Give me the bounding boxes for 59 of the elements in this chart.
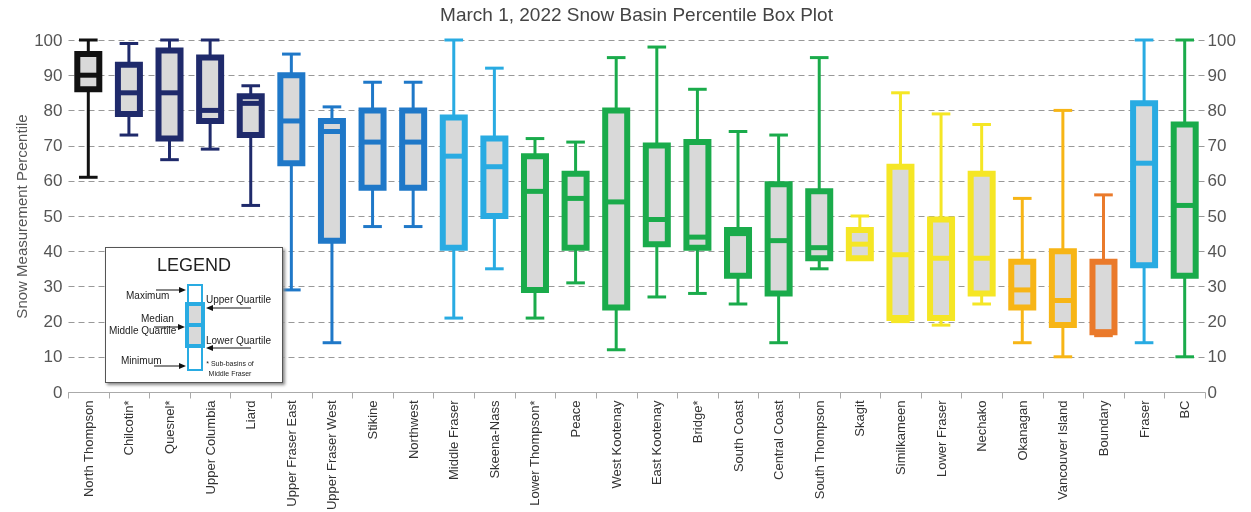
x-tick-label: Bridge* — [689, 400, 705, 444]
y-tick-label: 10 — [43, 347, 63, 367]
y-tick-label: 50 — [43, 206, 63, 226]
x-tick-label: Peace — [568, 400, 584, 438]
y-tick-label: 20 — [43, 312, 63, 332]
x-tick-label: West Kootenay — [608, 400, 624, 489]
x-tick-label: Northwest — [405, 400, 421, 460]
y2-tick-label: 30 — [1207, 276, 1227, 296]
x-tick-label: South Coast — [730, 400, 746, 473]
x-tick-label: Upper Fraser West — [324, 400, 340, 511]
annotation: Middle Quartile — [109, 325, 177, 336]
y-tick-label: 90 — [43, 65, 63, 85]
annotation: LEGEND — [156, 255, 232, 275]
y2-tick-label: 10 — [1207, 347, 1227, 367]
y-tick-label: 30 — [43, 276, 63, 296]
x-tick-label: Skagit — [852, 400, 868, 437]
y-tick-label: 80 — [43, 100, 63, 120]
x-tick-label: Chilcotin* — [121, 400, 137, 456]
x-tick-label: East Kootenay — [649, 400, 665, 486]
x-tick-label: Fraser — [1136, 399, 1152, 439]
y-tick-label: 70 — [43, 136, 63, 156]
y-axis-title: Snow Measurement Percentile — [13, 114, 31, 319]
x-tick-label: Skeena-Nass — [486, 400, 502, 479]
chart-title: March 1, 2022 Snow Basin Percentile Box Plot — [440, 4, 834, 25]
y-tick-label: 100 — [34, 30, 63, 50]
y2-tick-label: 80 — [1207, 100, 1227, 120]
x-tick-label: Upper Columbia — [202, 399, 218, 495]
x-tick-label: Liard — [243, 400, 259, 430]
y-tick-label: 0 — [53, 382, 63, 402]
x-tick-label: Vancouver Island — [1055, 400, 1071, 500]
y2-tick-label: 60 — [1207, 171, 1227, 191]
x-tick-label: Stikine — [365, 400, 381, 440]
x-tick-label: Middle Fraser — [446, 399, 462, 480]
x-tick-label: South Thompson — [811, 400, 827, 500]
x-tick-label: Okanagan — [1014, 400, 1030, 461]
annotation: Lower Quartile — [206, 335, 272, 346]
y2-tick-label: 100 — [1207, 30, 1236, 50]
x-tick-label: Upper Fraser East — [283, 400, 299, 507]
x-tick-label: North Thompson — [80, 400, 96, 498]
annotation: Minimum — [121, 355, 162, 366]
y2-tick-label: 90 — [1207, 65, 1227, 85]
y-tick-label: 40 — [43, 241, 63, 261]
x-tick-label: Central Coast — [771, 400, 787, 480]
annotation: Median — [141, 313, 174, 324]
y2-tick-label: 20 — [1207, 312, 1227, 332]
x-tick-label: Boundary — [1095, 400, 1111, 457]
x-tick-label: Quesnel* — [162, 400, 178, 454]
y-tick-label: 60 — [43, 171, 63, 191]
x-tick-label: Lower Fraser — [933, 399, 949, 478]
y2-tick-label: 50 — [1207, 206, 1227, 226]
y2-tick-label: 70 — [1207, 136, 1227, 156]
x-tick-label: Similkameen — [892, 400, 908, 475]
annotation: Maximum — [126, 290, 170, 301]
annotation: Upper Quartile — [206, 294, 272, 305]
x-tick-label: Lower Thompson* — [527, 400, 543, 506]
y2-tick-label: 0 — [1207, 382, 1217, 402]
x-tick-label: BC — [1177, 400, 1193, 419]
y2-tick-label: 40 — [1207, 241, 1227, 261]
x-tick-label: Nechako — [974, 400, 990, 452]
